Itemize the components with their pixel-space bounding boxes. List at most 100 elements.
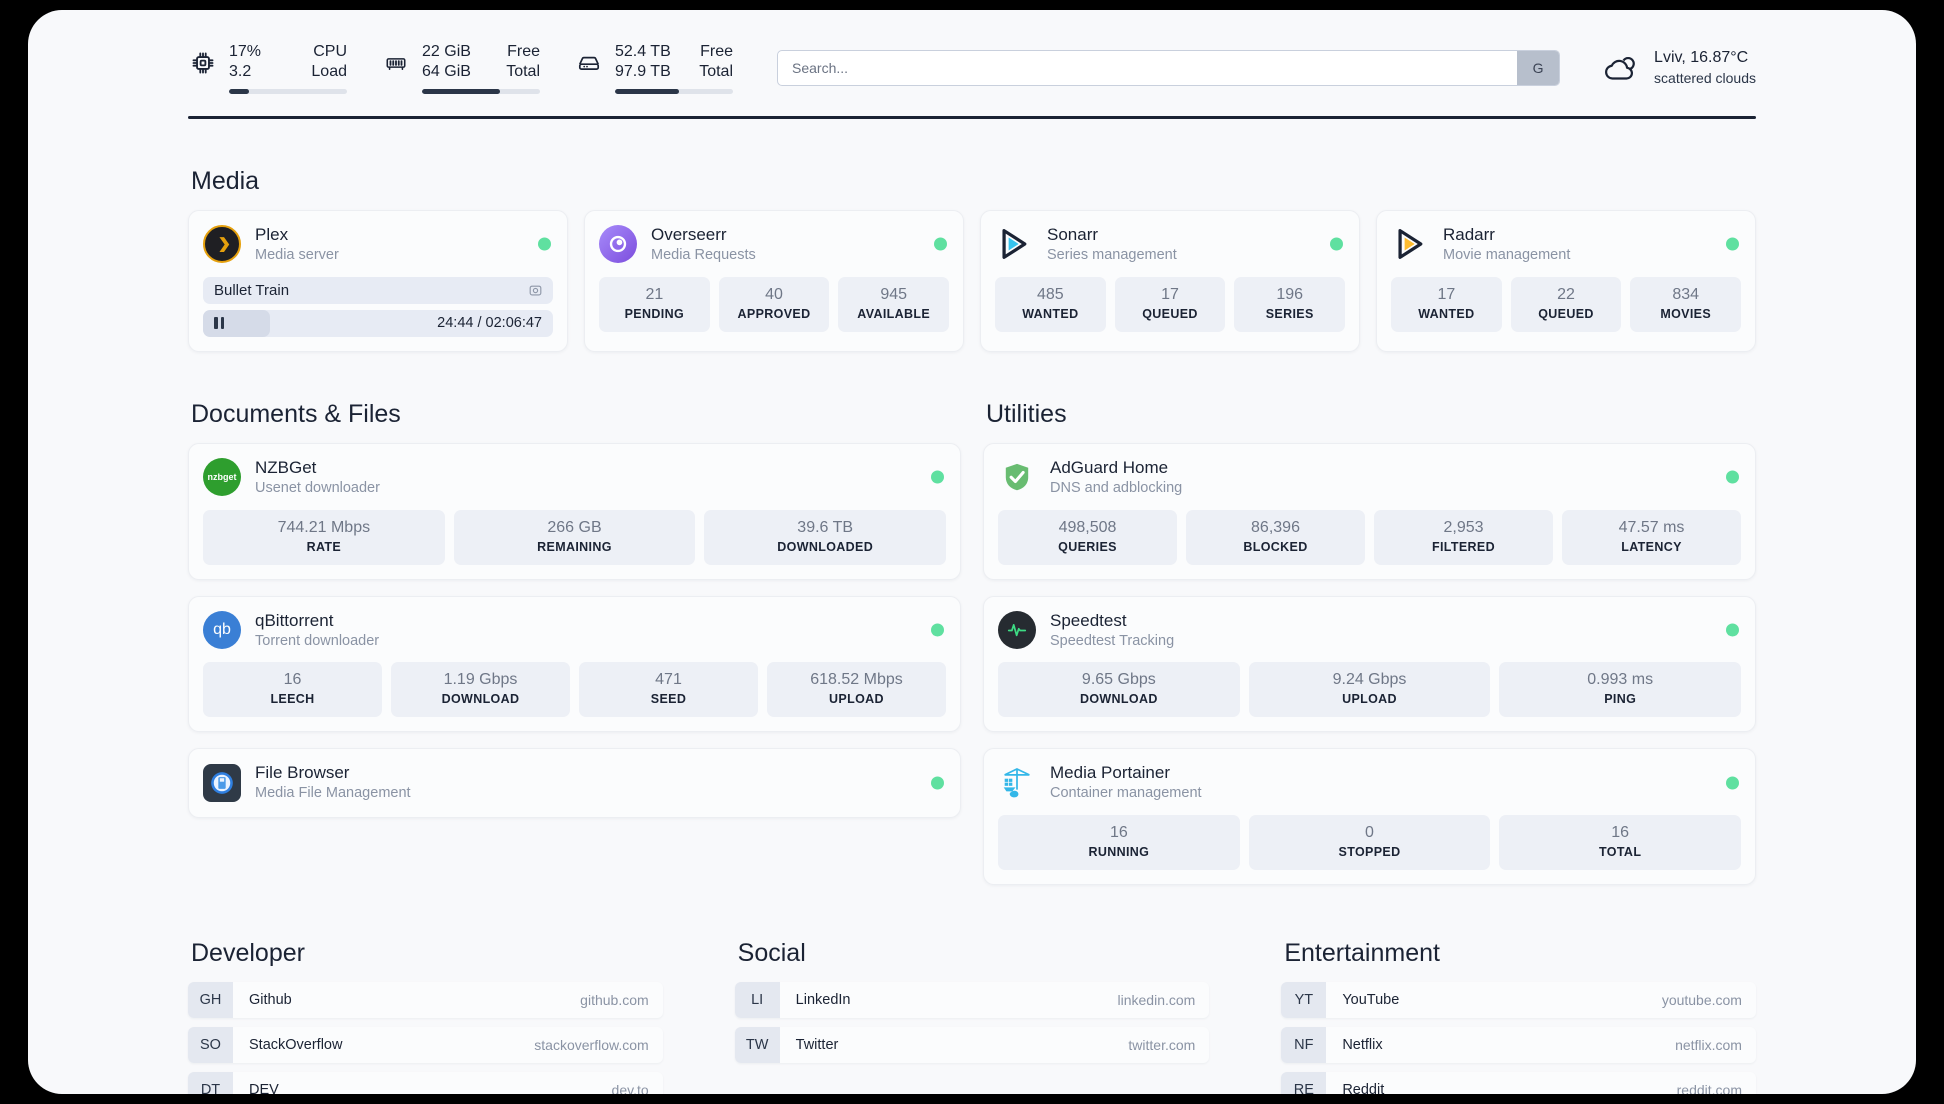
bookmark-group-title: Entertainment (1284, 938, 1440, 967)
stat-value: 47.57 ms (1618, 518, 1685, 536)
now-playing-bar[interactable]: Bullet Train (203, 276, 553, 304)
main-content: Media Plex Media server Bullet Train (28, 167, 1916, 1094)
header-divider (188, 116, 1756, 119)
service-card-speedtest[interactable]: Speedtest Speedtest Tracking 9.65 Gbps D… (983, 595, 1756, 733)
service-name: Overseerr (651, 225, 727, 244)
stat-downloaded: 39.6 TB DOWNLOADED (704, 509, 947, 565)
card-header: File Browser Media File Management (203, 762, 946, 803)
disk-usage-bar (615, 89, 733, 95)
stat-value: 498,508 (1058, 518, 1117, 536)
nzbget-icon: nzbget (203, 458, 241, 497)
bookmark-url: twitter.com (1128, 1036, 1196, 1053)
bookmark-item-twitter[interactable]: TW Twitter twitter.com (734, 1026, 1210, 1063)
stat-value: 39.6 TB (797, 518, 854, 536)
service-card-overseerr[interactable]: Overseerr Media Requests 21 PENDING 40 A… (584, 210, 964, 352)
service-card-file-browser[interactable]: File Browser Media File Management (188, 748, 961, 818)
search-engine-button[interactable]: G (1517, 51, 1560, 85)
stats-row: 498,508 QUERIES 86,396 BLOCKED 2,953 FIL… (998, 509, 1741, 565)
stat-value: 86,396 (1251, 518, 1300, 536)
pause-icon[interactable] (214, 317, 224, 330)
status-indicator-online (538, 237, 551, 251)
bookmark-item-reddit[interactable]: RE Reddit reddit.com (1281, 1071, 1756, 1094)
bookmark-item-linkedin[interactable]: LI LinkedIn linkedin.com (734, 981, 1210, 1018)
stat-pending: 21 PENDING (599, 276, 710, 332)
stat-queued: 22 QUEUED (1510, 276, 1622, 332)
stat-wanted: 485 WANTED (995, 276, 1106, 332)
bookmark-name: Reddit (1342, 1081, 1385, 1094)
service-card-media-portainer[interactable]: Media Portainer Container management 16 … (983, 748, 1756, 885)
service-card-radarr[interactable]: Radarr Movie management 17 WANTED 22 QUE… (1376, 210, 1756, 352)
card-header: Overseerr Media Requests (599, 224, 949, 265)
service-description: Movie management (1443, 247, 1571, 264)
stat-label: PING (1604, 692, 1637, 707)
stat-value: 9.65 Gbps (1081, 671, 1156, 689)
stat-value: 16 (1611, 824, 1630, 841)
bookmark-group-title: Social (737, 938, 806, 967)
stat-leech: 16 LEECH (203, 662, 382, 718)
bookmark-item-github[interactable]: GH Github github.com (188, 981, 663, 1018)
now-playing-title: Bullet Train (214, 281, 290, 299)
cast-icon[interactable] (528, 283, 543, 298)
bookmark-abbr: SO (188, 1026, 233, 1063)
bookmark-item-stackoverflow[interactable]: SO StackOverflow stackoverflow.com (188, 1026, 663, 1063)
sonarr-icon (995, 225, 1033, 263)
disk-total-value: 97.9 TB (615, 63, 671, 80)
bookmarks-grid: Developer GH Github github.com SO StackO… (188, 891, 1756, 1094)
bookmark-item-netflix[interactable]: NF Netflix netflix.com (1281, 1026, 1756, 1063)
bookmark-group-entertainment: Entertainment YT YouTube youtube.com NF … (1281, 891, 1756, 1094)
stat-value: 196 (1276, 285, 1304, 303)
section-title-media: Media (191, 167, 260, 195)
stat-download: 1.19 Gbps DOWNLOAD (391, 662, 570, 718)
stat-value: 0 (1365, 824, 1374, 841)
bookmark-item-dev[interactable]: DT DEV dev.to (188, 1071, 663, 1094)
stat-label: DOWNLOADED (777, 539, 874, 554)
bookmark-item-youtube[interactable]: YT YouTube youtube.com (1281, 981, 1756, 1018)
stat-label: SERIES (1265, 306, 1314, 321)
service-name: NZBGet (255, 457, 317, 477)
stats-row: 21 PENDING 40 APPROVED 945 AVAILABLE (599, 276, 950, 332)
service-description: Usenet downloader (255, 480, 380, 497)
status-indicator-online (931, 470, 944, 484)
service-card-plex[interactable]: Plex Media server Bullet Train (188, 210, 568, 352)
system-stat-memory: 22 GiB 64 GiB Free Total (381, 42, 540, 95)
service-name: AdGuard Home (1050, 457, 1169, 477)
service-name: File Browser (255, 763, 350, 783)
cpu-usage-bar (229, 89, 347, 95)
bookmark-name: LinkedIn (795, 991, 851, 1008)
search-bar[interactable]: G (777, 50, 1561, 86)
stat-stopped: 0 STOPPED (1248, 815, 1491, 870)
portainer-icon (998, 764, 1036, 802)
service-card-qbittorrent[interactable]: qb qBittorrent Torrent downloader 16 (188, 595, 961, 733)
service-name: Speedtest (1050, 610, 1127, 630)
stat-running: 16 RUNNING (998, 815, 1240, 870)
service-name: Plex (255, 225, 289, 244)
stat-wanted: 17 WANTED (1391, 276, 1502, 332)
stat-queued: 17 QUEUED (1114, 276, 1226, 332)
card-header: nzbget NZBGet Usenet downloader (203, 457, 946, 498)
disk-label-bottom: Total (699, 63, 733, 80)
stat-blocked: 86,396 BLOCKED (1186, 509, 1365, 565)
playback-progress-bar[interactable]: 24:44 / 02:06:47 (203, 309, 553, 337)
search-input[interactable] (778, 51, 1518, 85)
stat-series: 196 SERIES (1234, 276, 1346, 332)
service-description: Series management (1047, 247, 1177, 264)
cpu-usage-value: 17% (229, 42, 262, 60)
service-card-adguard-home[interactable]: AdGuard Home DNS and adblocking 498,508 … (983, 442, 1756, 580)
bookmark-group-social: Social LI LinkedIn linkedin.com TW Twitt… (734, 891, 1210, 1094)
bookmark-url: netflix.com (1675, 1036, 1742, 1053)
service-description: Media Requests (651, 247, 756, 264)
stat-filtered: 2,953 FILTERED (1374, 509, 1553, 565)
stat-label: UPLOAD (1342, 692, 1397, 707)
service-card-sonarr[interactable]: Sonarr Series management 485 WANTED 17 Q… (980, 210, 1360, 352)
stat-label: RUNNING (1088, 845, 1150, 859)
stat-movies: 834 MOVIES (1630, 276, 1742, 332)
section-title-utilities: Utilities (986, 399, 1067, 428)
dashboard-page: 17% 3.2 CPU Load (28, 10, 1916, 1094)
service-card-nzbget[interactable]: nzbget NZBGet Usenet downloader 744.21 M… (188, 442, 961, 580)
stat-label: DOWNLOAD (1079, 692, 1158, 707)
service-description: Container management (1050, 785, 1202, 802)
stat-value: 9.24 Gbps (1332, 671, 1407, 689)
status-indicator-online (1726, 623, 1739, 637)
stat-label: RATE (306, 539, 342, 554)
status-indicator-online (1726, 776, 1739, 790)
